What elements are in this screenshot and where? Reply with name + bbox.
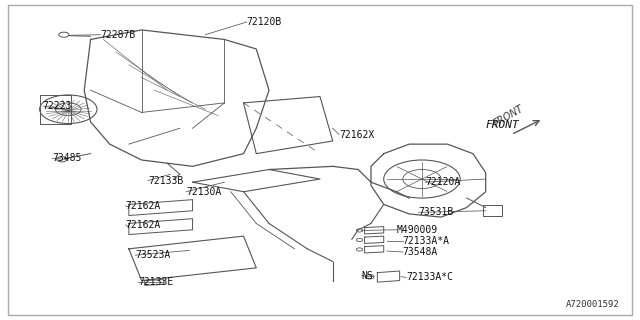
Text: M490009: M490009 [396,225,438,235]
Text: 72133E: 72133E [138,277,173,287]
Text: 72162X: 72162X [339,130,374,140]
Text: 72133B: 72133B [148,176,183,186]
Text: 72162A: 72162A [125,220,161,230]
Text: 72133A*A: 72133A*A [403,236,450,246]
FancyBboxPatch shape [483,205,502,216]
Text: FRONT: FRONT [486,120,520,130]
Text: 72120A: 72120A [425,177,460,187]
Text: 73485: 73485 [52,153,82,164]
Text: 72120B: 72120B [246,17,282,27]
Text: 72133A*C: 72133A*C [406,272,453,282]
Text: FRONT: FRONT [492,103,526,129]
Text: 72223: 72223 [43,101,72,111]
Text: A720001592: A720001592 [566,300,620,309]
Text: 73531B: 73531B [419,207,454,217]
Text: 72130A: 72130A [186,187,221,197]
Text: NS: NS [362,271,373,281]
Text: 73523A: 73523A [135,250,170,260]
Text: 72287B: 72287B [100,30,136,40]
FancyBboxPatch shape [8,4,632,316]
Text: 73548A: 73548A [403,247,438,257]
Text: 72162A: 72162A [125,201,161,211]
